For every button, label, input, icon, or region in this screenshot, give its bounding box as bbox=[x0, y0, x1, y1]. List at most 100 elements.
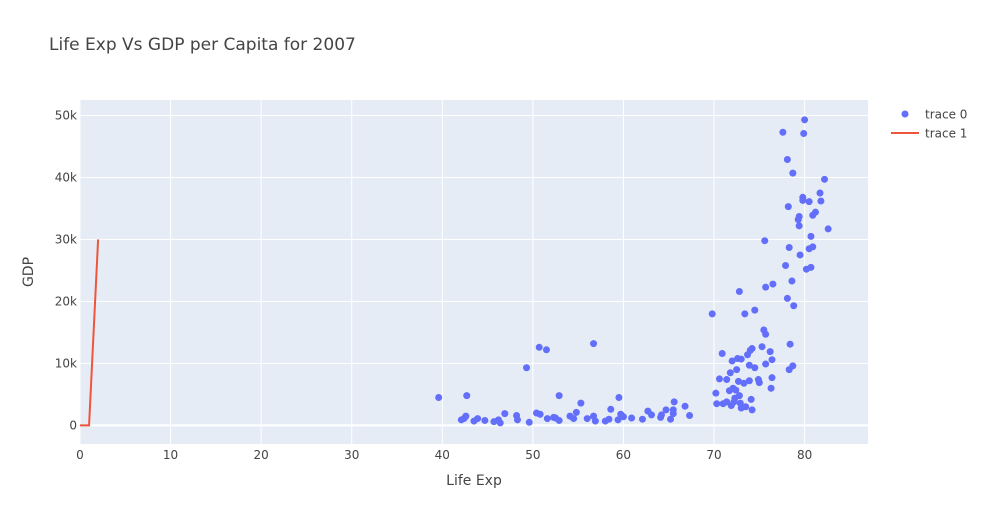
data-point[interactable] bbox=[799, 196, 807, 204]
data-point[interactable] bbox=[728, 357, 736, 365]
data-point[interactable] bbox=[807, 263, 815, 271]
data-point[interactable] bbox=[718, 350, 726, 358]
data-point[interactable] bbox=[686, 411, 694, 419]
data-point[interactable] bbox=[715, 375, 723, 383]
data-point[interactable] bbox=[748, 345, 756, 353]
data-point[interactable] bbox=[535, 343, 543, 351]
data-point[interactable] bbox=[783, 156, 791, 164]
data-point[interactable] bbox=[745, 361, 753, 369]
data-point[interactable] bbox=[713, 400, 721, 408]
data-point[interactable] bbox=[805, 198, 813, 206]
data-point[interactable] bbox=[740, 379, 748, 387]
data-point[interactable] bbox=[735, 288, 743, 296]
data-point[interactable] bbox=[726, 369, 734, 377]
data-point[interactable] bbox=[795, 213, 803, 221]
data-point[interactable] bbox=[607, 405, 615, 413]
data-point[interactable] bbox=[751, 364, 759, 372]
data-point[interactable] bbox=[583, 415, 591, 423]
data-point[interactable] bbox=[543, 415, 551, 423]
data-point[interactable] bbox=[747, 395, 755, 403]
data-point[interactable] bbox=[801, 116, 809, 124]
data-point[interactable] bbox=[513, 416, 521, 424]
data-point[interactable] bbox=[786, 340, 794, 348]
data-point[interactable] bbox=[766, 348, 774, 356]
data-point[interactable] bbox=[662, 406, 670, 414]
data-point[interactable] bbox=[745, 377, 753, 385]
legend-item-trace-1[interactable]: trace 1 bbox=[891, 127, 967, 141]
data-point[interactable] bbox=[789, 169, 797, 177]
data-point[interactable] bbox=[779, 128, 787, 136]
data-point[interactable] bbox=[742, 403, 750, 411]
data-point[interactable] bbox=[732, 386, 740, 394]
data-point[interactable] bbox=[525, 418, 533, 426]
data-point[interactable] bbox=[762, 283, 770, 291]
data-point[interactable] bbox=[577, 399, 585, 407]
data-point[interactable] bbox=[762, 330, 770, 338]
data-point[interactable] bbox=[782, 261, 790, 269]
data-point[interactable] bbox=[615, 394, 623, 402]
data-point[interactable] bbox=[768, 374, 776, 382]
data-point[interactable] bbox=[751, 306, 759, 314]
data-point[interactable] bbox=[816, 189, 824, 197]
data-point[interactable] bbox=[570, 415, 578, 423]
legend-item-trace-0[interactable]: trace 0 bbox=[901, 108, 968, 122]
data-point[interactable] bbox=[762, 360, 770, 368]
data-point[interactable] bbox=[542, 346, 550, 354]
data-point[interactable] bbox=[590, 340, 598, 348]
data-point[interactable] bbox=[741, 310, 749, 318]
data-point[interactable] bbox=[708, 310, 716, 318]
data-point[interactable] bbox=[681, 402, 689, 410]
data-point[interactable] bbox=[523, 364, 531, 372]
data-point[interactable] bbox=[648, 411, 656, 419]
data-point[interactable] bbox=[734, 377, 742, 385]
data-point[interactable] bbox=[761, 237, 769, 245]
data-point[interactable] bbox=[591, 417, 599, 425]
data-point[interactable] bbox=[712, 389, 720, 397]
data-point[interactable] bbox=[496, 419, 504, 427]
data-point[interactable] bbox=[628, 414, 636, 422]
data-point[interactable] bbox=[536, 410, 544, 418]
data-point[interactable] bbox=[817, 197, 825, 205]
data-point[interactable] bbox=[737, 355, 745, 363]
data-point[interactable] bbox=[800, 129, 808, 137]
data-point[interactable] bbox=[481, 416, 489, 424]
data-point[interactable] bbox=[755, 379, 763, 387]
data-point[interactable] bbox=[474, 415, 482, 423]
data-point[interactable] bbox=[657, 411, 665, 419]
data-point[interactable] bbox=[572, 408, 580, 416]
data-point[interactable] bbox=[790, 302, 798, 310]
data-point[interactable] bbox=[555, 392, 563, 400]
data-point[interactable] bbox=[807, 232, 815, 240]
data-point[interactable] bbox=[811, 208, 819, 216]
data-point[interactable] bbox=[638, 415, 646, 423]
data-point[interactable] bbox=[435, 394, 443, 402]
data-point[interactable] bbox=[809, 243, 817, 251]
data-point[interactable] bbox=[783, 294, 791, 302]
data-point[interactable] bbox=[735, 392, 743, 400]
data-point[interactable] bbox=[670, 398, 678, 406]
data-point[interactable] bbox=[785, 244, 793, 252]
data-point[interactable] bbox=[767, 384, 775, 392]
data-point[interactable] bbox=[758, 343, 766, 351]
data-point[interactable] bbox=[463, 392, 471, 400]
data-point[interactable] bbox=[733, 366, 741, 374]
data-point[interactable] bbox=[821, 175, 829, 183]
data-point[interactable] bbox=[796, 251, 804, 259]
data-point[interactable] bbox=[768, 356, 776, 364]
data-point[interactable] bbox=[462, 412, 470, 420]
data-point[interactable] bbox=[824, 225, 832, 233]
data-point[interactable] bbox=[748, 406, 756, 414]
data-point[interactable] bbox=[555, 416, 563, 424]
data-point[interactable] bbox=[605, 415, 613, 423]
data-point[interactable] bbox=[619, 413, 627, 421]
data-point[interactable] bbox=[788, 277, 796, 285]
data-point[interactable] bbox=[784, 203, 792, 211]
data-point[interactable] bbox=[501, 410, 509, 418]
data-point[interactable] bbox=[667, 415, 675, 423]
data-point[interactable] bbox=[723, 376, 731, 384]
data-point[interactable] bbox=[795, 222, 803, 230]
data-point[interactable] bbox=[789, 362, 797, 370]
data-point[interactable] bbox=[669, 406, 677, 414]
data-point[interactable] bbox=[769, 280, 777, 288]
data-point[interactable] bbox=[614, 416, 622, 424]
